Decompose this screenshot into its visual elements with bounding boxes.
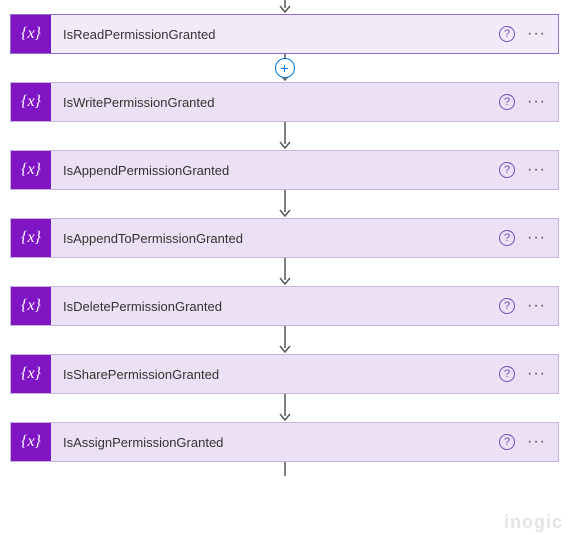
step-actions: ? ··· [499, 151, 558, 189]
more-icon[interactable]: ··· [525, 93, 548, 111]
step-title: IsReadPermissionGranted [51, 15, 499, 53]
variable-icon: {x} [11, 219, 51, 257]
step-title: IsAppendToPermissionGranted [51, 219, 499, 257]
flow-step[interactable]: {x} IsAppendToPermissionGranted ? ··· [10, 218, 559, 258]
more-icon[interactable]: ··· [525, 25, 548, 43]
variable-icon: {x} [11, 15, 51, 53]
more-icon[interactable]: ··· [525, 229, 548, 247]
help-icon[interactable]: ? [499, 298, 515, 314]
flow-step[interactable]: {x} IsReadPermissionGranted ? ··· [10, 14, 559, 54]
connector-arrow [10, 190, 559, 218]
step-title: IsDeletePermissionGranted [51, 287, 499, 325]
connector-arrow [10, 326, 559, 354]
flow-container: {x} IsReadPermissionGranted ? ··· + {x} … [0, 0, 569, 476]
variable-icon: {x} [11, 287, 51, 325]
step-title: IsAppendPermissionGranted [51, 151, 499, 189]
step-title: IsWritePermissionGranted [51, 83, 499, 121]
connector-arrow: + [10, 54, 559, 82]
watermark: inogic [504, 512, 563, 533]
help-icon[interactable]: ? [499, 94, 515, 110]
help-icon[interactable]: ? [499, 26, 515, 42]
connector-arrow [10, 258, 559, 286]
flow-step[interactable]: {x} IsAssignPermissionGranted ? ··· [10, 422, 559, 462]
step-actions: ? ··· [499, 355, 558, 393]
step-actions: ? ··· [499, 83, 558, 121]
step-title: IsAssignPermissionGranted [51, 423, 499, 461]
step-actions: ? ··· [499, 423, 558, 461]
help-icon[interactable]: ? [499, 230, 515, 246]
step-actions: ? ··· [499, 287, 558, 325]
help-icon[interactable]: ? [499, 434, 515, 450]
help-icon[interactable]: ? [499, 162, 515, 178]
connector-arrow [10, 462, 559, 476]
connector-arrow [10, 122, 559, 150]
connector-arrow [10, 0, 559, 14]
flow-step[interactable]: {x} IsWritePermissionGranted ? ··· [10, 82, 559, 122]
variable-icon: {x} [11, 355, 51, 393]
help-icon[interactable]: ? [499, 366, 515, 382]
add-step-button[interactable]: + [275, 58, 295, 78]
flow-step[interactable]: {x} IsAppendPermissionGranted ? ··· [10, 150, 559, 190]
more-icon[interactable]: ··· [525, 161, 548, 179]
more-icon[interactable]: ··· [525, 297, 548, 315]
more-icon[interactable]: ··· [525, 365, 548, 383]
step-actions: ? ··· [499, 15, 558, 53]
variable-icon: {x} [11, 151, 51, 189]
variable-icon: {x} [11, 423, 51, 461]
step-title: IsSharePermissionGranted [51, 355, 499, 393]
step-actions: ? ··· [499, 219, 558, 257]
variable-icon: {x} [11, 83, 51, 121]
more-icon[interactable]: ··· [525, 433, 548, 451]
connector-arrow [10, 394, 559, 422]
flow-step[interactable]: {x} IsSharePermissionGranted ? ··· [10, 354, 559, 394]
flow-step[interactable]: {x} IsDeletePermissionGranted ? ··· [10, 286, 559, 326]
